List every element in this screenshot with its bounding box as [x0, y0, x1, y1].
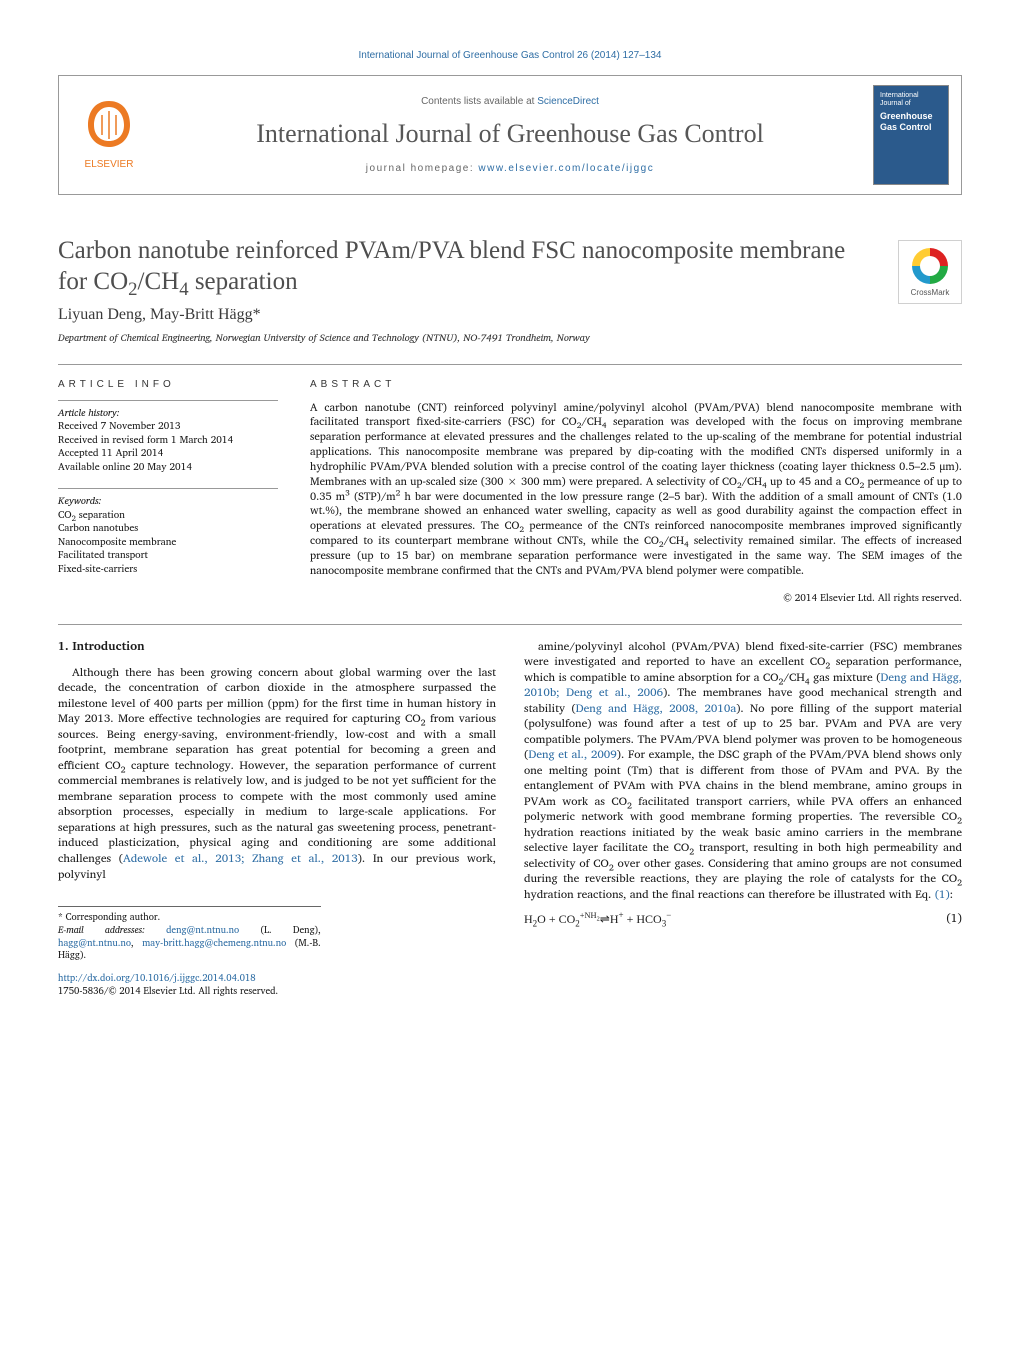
equation-1-row: H2O + CO2+NH2⇌H+ + HCO3− (1)	[524, 910, 962, 927]
running-header-link[interactable]: International Journal of Greenhouse Gas …	[359, 50, 662, 61]
masthead: ELSEVIER Contents lists available at Sci…	[58, 75, 962, 195]
history-line: Available online 20 May 2014	[58, 461, 278, 475]
intro-paragraph-right: amine/polyvinyl alcohol (PVAm/PVA) blend…	[524, 639, 962, 903]
keyword: Fixed-site-carriers	[58, 563, 278, 577]
sciencedirect-link[interactable]: ScienceDirect	[537, 96, 599, 107]
article-info-heading: article info	[58, 379, 278, 390]
publisher-logo-cell: ELSEVIER	[59, 76, 159, 194]
cover-text-2: Greenhouse	[880, 111, 942, 122]
elsevier-logo: ELSEVIER	[74, 95, 144, 175]
contents-text: Contents lists available at	[421, 96, 537, 107]
contents-line: Contents lists available at ScienceDirec…	[421, 96, 599, 107]
homepage-label: journal homepage:	[366, 163, 479, 174]
authors: Liyuan Deng, May-Britt Hägg*	[58, 306, 962, 324]
article-history-block: Article history: Received 7 November 201…	[58, 400, 278, 475]
section-1-heading: 1. Introduction	[58, 639, 496, 655]
journal-title: International Journal of Greenhouse Gas …	[256, 119, 764, 149]
homepage-link[interactable]: www.elsevier.com/locate/ijggc	[478, 163, 654, 174]
info-abstract-row: article info Article history: Received 7…	[58, 379, 962, 606]
journal-cover: International Journal of Greenhouse Gas …	[873, 85, 949, 185]
footnote-block: * Corresponding author. E-mail addresses…	[58, 906, 321, 963]
masthead-center: Contents lists available at ScienceDirec…	[159, 76, 861, 194]
body-column-right: amine/polyvinyl alcohol (PVAm/PVA) blend…	[524, 639, 962, 999]
running-header: International Journal of Greenhouse Gas …	[58, 50, 962, 61]
title-block: Carbon nanotube reinforced PVAm/PVA blen…	[58, 235, 962, 298]
abstract-copyright: © 2014 Elsevier Ltd. All rights reserved…	[310, 590, 962, 606]
divider-top	[58, 364, 962, 365]
intro-paragraph-left: Although there has been growing concern …	[58, 665, 496, 882]
issn-copyright: 1750-5836/© 2014 Elsevier Ltd. All right…	[58, 986, 496, 999]
article-title: Carbon nanotube reinforced PVAm/PVA blen…	[58, 235, 962, 298]
cover-text-3: Gas Control	[880, 122, 942, 133]
affiliation: Department of Chemical Engineering, Norw…	[58, 330, 962, 346]
abstract-column: abstract A carbon nanotube (CNT) reinfor…	[310, 379, 962, 606]
article-info-column: article info Article history: Received 7…	[58, 379, 278, 606]
journal-homepage: journal homepage: www.elsevier.com/locat…	[366, 163, 654, 174]
abstract-heading: abstract	[310, 379, 962, 390]
equation-1: H2O + CO2+NH2⇌H+ + HCO3−	[524, 910, 671, 927]
doi-block: http://dx.doi.org/10.1016/j.ijggc.2014.0…	[58, 973, 496, 999]
equation-1-number: (1)	[946, 911, 962, 927]
abstract-text: A carbon nanotube (CNT) reinforced polyv…	[310, 400, 962, 578]
keywords-block: Keywords: CO2 separation Carbon nanotube…	[58, 488, 278, 576]
crossmark-badge[interactable]: CrossMark	[898, 240, 962, 304]
body-column-left: 1. Introduction Although there has been …	[58, 639, 496, 999]
body-columns: 1. Introduction Although there has been …	[58, 639, 962, 999]
crossmark-label: CrossMark	[911, 288, 950, 297]
email-line: E-mail addresses: deng@nt.ntnu.no (L. De…	[58, 925, 321, 963]
journal-cover-cell: International Journal of Greenhouse Gas …	[861, 76, 961, 194]
divider-mid	[58, 624, 962, 625]
cover-text-1: International Journal of	[880, 92, 942, 109]
svg-text:ELSEVIER: ELSEVIER	[85, 159, 134, 170]
crossmark-icon	[912, 248, 948, 284]
